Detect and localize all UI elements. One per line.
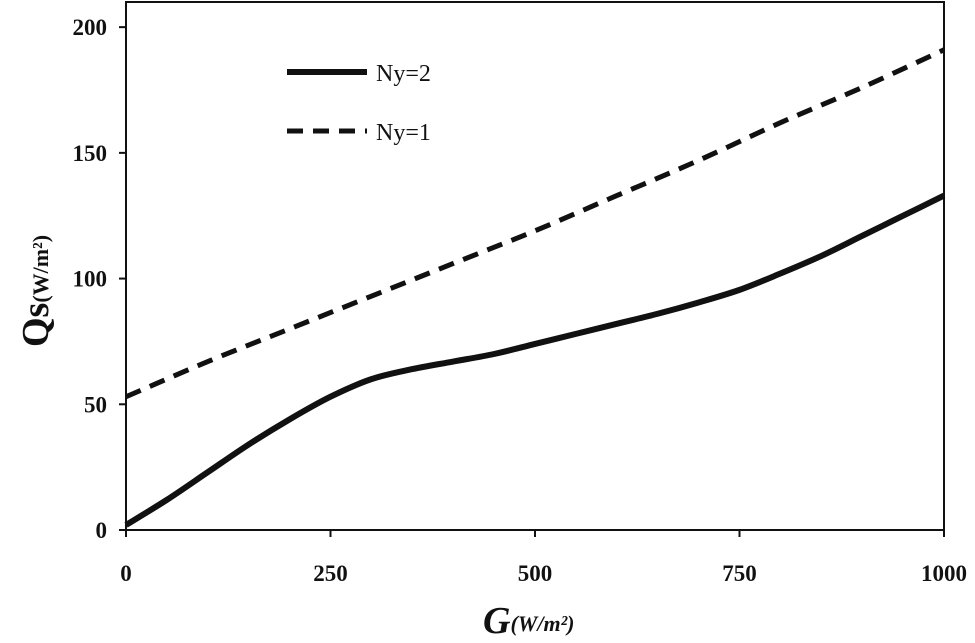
x-tick-label: 1000 (921, 561, 967, 586)
x-axis-title-main: G (483, 600, 511, 642)
y-tick-label: 200 (73, 15, 108, 40)
x-tick-label: 250 (313, 561, 348, 586)
series-line-ny2 (124, 192, 946, 528)
legend-label-ny2: Ny=2 (376, 61, 431, 87)
legend-label-ny1: Ny=1 (376, 120, 431, 146)
x-axis-title-unit: (W/m²) (510, 611, 574, 636)
x-tick-label: 750 (722, 561, 757, 586)
series-line-ny1 (125, 47, 946, 400)
y-axis-title: Qs(W/m²) (15, 235, 57, 347)
plot-frame (125, 1, 945, 531)
y-axis-title-unit: (W/m²) (28, 235, 53, 303)
y-tick-label: 100 (73, 267, 108, 292)
y-tick-label: 0 (96, 518, 108, 543)
y-axis-title-main: Qs (15, 303, 57, 347)
legend: Ny=2 Ny=1 (287, 61, 431, 146)
x-tick-label: 500 (518, 561, 553, 586)
series-layer (124, 47, 946, 528)
x-axis-title: G(W/m²) (483, 600, 575, 642)
y-tick-label: 150 (73, 141, 108, 166)
y-tick-label: 50 (84, 392, 107, 417)
x-tick-label: 0 (120, 561, 132, 586)
y-axis-ticks: 0 50 100 150 200 (73, 15, 126, 543)
x-axis-ticks: 0 250 500 750 1000 (120, 530, 967, 586)
